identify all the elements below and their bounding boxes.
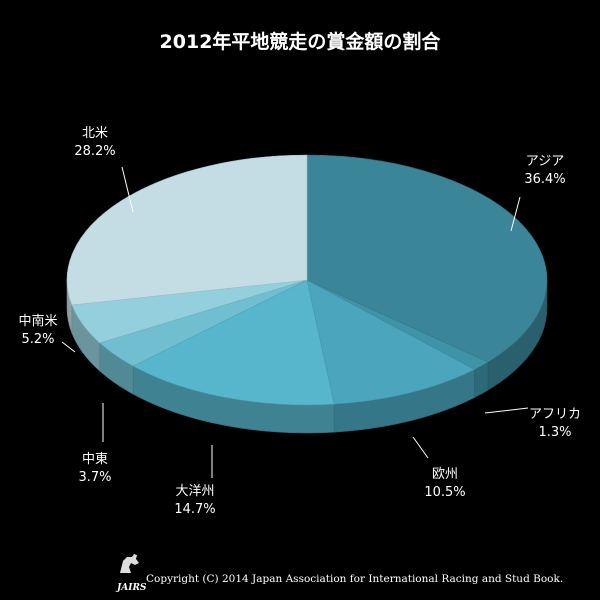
slice-5-label: 中南米 [18,313,57,329]
slice-5-value: 5.2% [21,332,54,347]
label-leaders [61,166,529,478]
copyright-text: Copyright (C) 2014 Japan Association for… [146,573,563,585]
slice-6-leader [121,166,134,213]
slice-2-label: 欧州 [432,467,458,482]
slice-1-leader [484,407,529,414]
slice-2-value: 10.5% [424,485,465,500]
slice-0-leader [510,196,521,232]
slice-6-top [66,154,308,306]
pie-slices [66,154,548,406]
slice-4-label: 中東 [82,451,108,467]
jairs-logo: JAIRS [115,554,147,593]
slice-2-leader [412,436,429,459]
slice-3-label: 大洋州 [175,484,214,499]
slice-6-label: 北米 [82,126,108,141]
slice-0-value: 36.4% [524,172,565,187]
slice-3-value: 14.7% [174,502,215,517]
slice-2-top [306,279,476,405]
slice-0-top [306,154,548,363]
slice-5-leader [61,341,76,353]
slice-labels: アジア 36.4% アフリカ 1.3% 欧州 10.5% 大洋州 14.7% 中東 3.7% 中南米… [18,126,581,517]
slice-1-value: 1.3% [538,425,571,440]
slice-3-top [132,279,335,406]
slice-1-label: アフリカ [529,407,581,422]
logo-text: JAIRS [115,583,147,593]
chart-title: 2012年平地競走の賞金額の割合 [160,30,442,53]
slice-0-label: アジア [526,154,564,169]
slice-6-value: 28.2% [74,144,115,159]
slice-4-value: 3.7% [78,470,111,485]
